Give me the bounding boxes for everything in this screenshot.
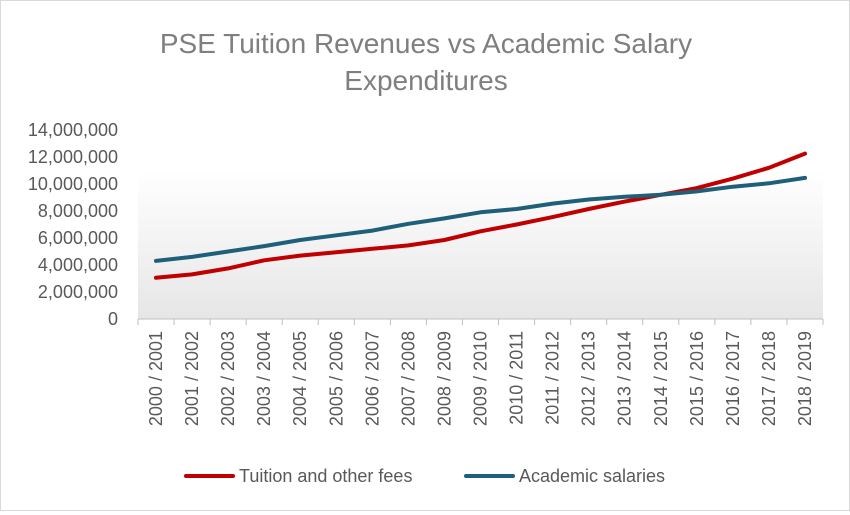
x-tick-label: 2004 / 2005 — [290, 331, 310, 426]
series-line-academic-salaries — [154, 175, 807, 263]
series-line-tuition-and-other-fees — [154, 151, 807, 280]
y-tick-label: 14,000,000 — [28, 120, 118, 140]
y-tick-label: 2,000,000 — [38, 282, 118, 302]
x-tick-label: 2003 / 2004 — [254, 331, 274, 426]
y-tick-label: 4,000,000 — [38, 255, 118, 275]
legend-label-tuition-and-other-fees: Tuition and other fees — [239, 466, 412, 486]
legend-label-academic-salaries: Academic salaries — [519, 466, 665, 486]
series-lines — [154, 151, 807, 280]
x-tick-label: 2016 / 2017 — [723, 331, 743, 426]
y-tick-label: 10,000,000 — [28, 174, 118, 194]
chart-title-line-1: PSE Tuition Revenues vs Academic Salary — [160, 28, 692, 59]
x-tick-label: 2018 / 2019 — [795, 331, 815, 426]
legend: Tuition and other fees Academic salaries — [184, 466, 665, 486]
x-tick-label: 2006 / 2007 — [362, 331, 382, 426]
x-tick-label: 2009 / 2010 — [471, 331, 491, 426]
x-tick-label: 2007 / 2008 — [398, 331, 418, 426]
plot-area-background — [138, 171, 823, 319]
x-tick-label: 2005 / 2006 — [326, 331, 346, 426]
x-tick-label: 2008 / 2009 — [434, 331, 454, 426]
y-axis-tick-labels: 0 2,000,000 4,000,000 6,000,000 8,000,000 10,… — [28, 120, 118, 329]
x-tick-label: 2014 / 2015 — [651, 331, 671, 426]
x-tick-label: 2015 / 2016 — [687, 331, 707, 426]
y-tick-label: 12,000,000 — [28, 147, 118, 167]
y-tick-label: 8,000,000 — [38, 201, 118, 221]
x-tick-label: 2017 / 2018 — [759, 331, 779, 426]
x-tick-label: 2001 / 2002 — [182, 331, 202, 426]
x-tick-label: 2002 / 2003 — [218, 331, 238, 426]
chart-title-line-2: Expenditures — [344, 65, 507, 96]
x-tick-label: 2000 / 2001 — [146, 331, 166, 426]
y-tick-label: 6,000,000 — [38, 228, 118, 248]
x-tick-label: 2011 / 2012 — [543, 331, 563, 425]
x-axis: 2000 / 2001 2001 / 2002 2002 / 2003 2003 / … — [137, 318, 824, 426]
y-tick-label: 0 — [108, 309, 118, 329]
x-tick-label: 2013 / 2014 — [615, 331, 635, 426]
x-tick-label: 2010 / 2011 — [507, 331, 527, 425]
x-tick-label: 2012 / 2013 — [579, 331, 599, 426]
